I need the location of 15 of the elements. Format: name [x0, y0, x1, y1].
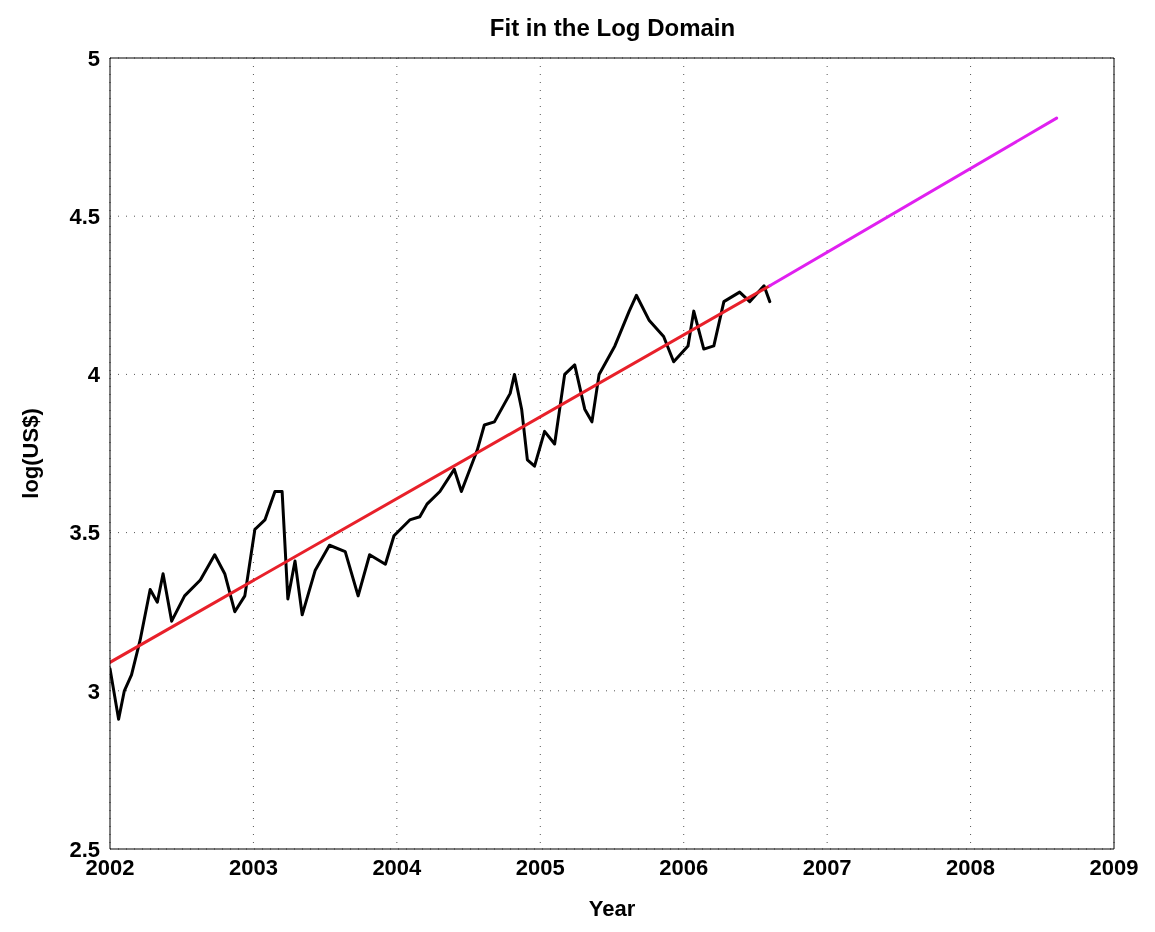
x-tick-label: 2006 [659, 854, 709, 880]
x-tick-label: 2007 [802, 854, 852, 880]
x-tick-label: 2008 [946, 854, 996, 880]
y-tick-label: 3.5 [69, 520, 100, 546]
x-tick-label: 2004 [372, 854, 423, 880]
y-tick-label: 5 [87, 45, 100, 71]
y-tick-label: 4.5 [69, 204, 100, 230]
y-tick-label: 3 [87, 678, 100, 704]
x-axis-title: Year [588, 896, 636, 921]
x-tick-label: 2003 [228, 854, 278, 880]
y-axis-title: log(US$) [17, 408, 43, 499]
x-tick-label: 2009 [1089, 854, 1139, 880]
chart-title: Fit in the Log Domain [488, 14, 737, 42]
y-tick-label: 4 [87, 362, 101, 388]
x-tick-label: 2005 [515, 854, 565, 880]
